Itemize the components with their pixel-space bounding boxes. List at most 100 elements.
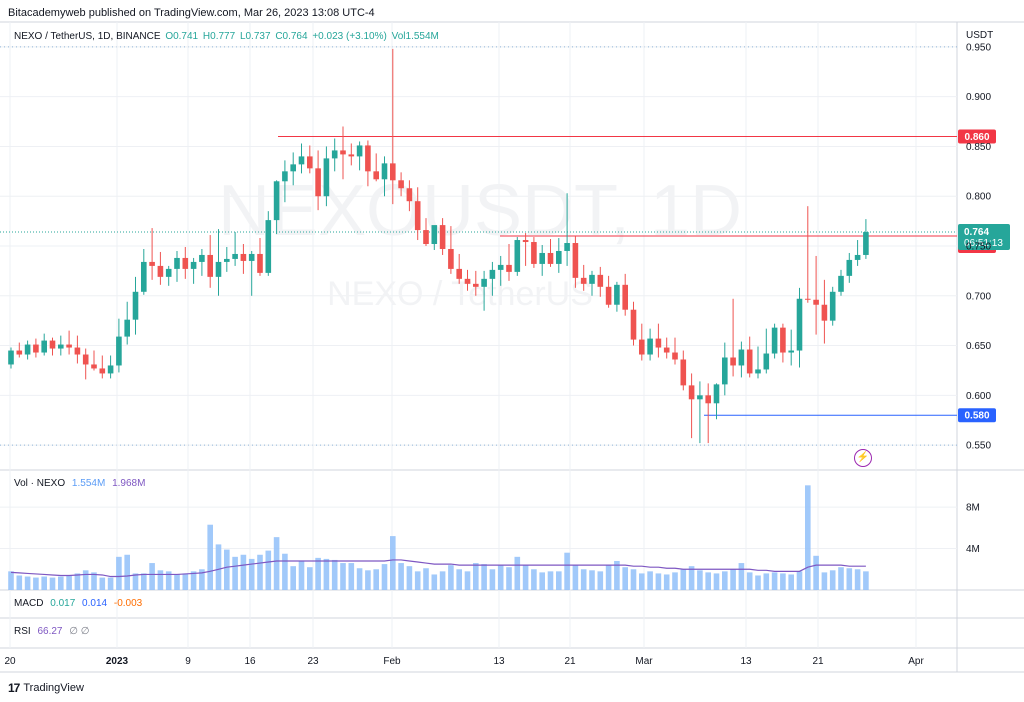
candle-body[interactable] xyxy=(381,163,388,180)
candle-body[interactable] xyxy=(58,344,64,349)
candle-body[interactable] xyxy=(199,254,205,262)
candle-body[interactable] xyxy=(41,340,47,353)
candle-body[interactable] xyxy=(215,261,222,277)
candle-body[interactable] xyxy=(464,278,471,284)
candle-body[interactable] xyxy=(680,359,687,386)
candle-body[interactable] xyxy=(448,248,454,269)
candle-body[interactable] xyxy=(497,264,504,270)
lightning-icon[interactable]: ⚡ xyxy=(854,449,872,467)
candle-body[interactable] xyxy=(49,340,56,349)
macd-title[interactable]: MACD xyxy=(14,598,44,609)
candle-body[interactable] xyxy=(514,240,521,272)
candle-body[interactable] xyxy=(132,291,139,320)
candle-body[interactable] xyxy=(771,327,778,354)
candle-body[interactable] xyxy=(688,385,695,400)
candle-body[interactable] xyxy=(82,354,89,365)
candle-body[interactable] xyxy=(531,242,537,264)
candle-body[interactable] xyxy=(257,253,263,273)
candle-body[interactable] xyxy=(456,268,462,279)
candle-body[interactable] xyxy=(838,275,844,292)
candle-body[interactable] xyxy=(273,181,280,221)
candle-body[interactable] xyxy=(846,259,853,276)
candle-body[interactable] xyxy=(373,171,379,180)
candle-body[interactable] xyxy=(248,253,255,261)
candle-body[interactable] xyxy=(348,154,355,157)
candle-body[interactable] xyxy=(439,225,446,249)
volume-title[interactable]: Vol · NEXO xyxy=(14,478,66,489)
candle-body[interactable] xyxy=(91,364,97,369)
candle-body[interactable] xyxy=(506,264,512,272)
candle-body[interactable] xyxy=(556,250,562,264)
candle-body[interactable] xyxy=(315,168,321,197)
candle-body[interactable] xyxy=(730,357,736,366)
candle-body[interactable] xyxy=(672,352,678,360)
candle-body[interactable] xyxy=(107,365,114,374)
candle-body[interactable] xyxy=(99,368,106,374)
candle-body[interactable] xyxy=(663,347,670,353)
candles[interactable] xyxy=(8,48,869,444)
candle-body[interactable] xyxy=(780,327,786,353)
candle-body[interactable] xyxy=(539,252,545,264)
candle-body[interactable] xyxy=(282,171,288,182)
candle-body[interactable] xyxy=(24,344,31,355)
candle-body[interactable] xyxy=(622,284,628,310)
candle-body[interactable] xyxy=(149,261,155,266)
candle-body[interactable] xyxy=(630,309,637,340)
candle-body[interactable] xyxy=(398,180,404,189)
candle-body[interactable] xyxy=(16,350,23,355)
time-axis[interactable]: 20 2023 9 16 23 Feb 13 21 Mar 13 21 Apr xyxy=(4,656,924,667)
candle-body[interactable] xyxy=(722,357,728,385)
candle-body[interactable] xyxy=(174,257,180,269)
candle-body[interactable] xyxy=(8,350,14,365)
candle-body[interactable] xyxy=(763,353,770,370)
candle-body[interactable] xyxy=(829,291,836,321)
candle-body[interactable] xyxy=(298,156,305,165)
candle-body[interactable] xyxy=(340,150,346,155)
candle-body[interactable] xyxy=(854,254,861,260)
candle-body[interactable] xyxy=(290,164,296,172)
candle-body[interactable] xyxy=(165,268,172,277)
candle-body[interactable] xyxy=(141,261,147,292)
candle-body[interactable] xyxy=(746,349,753,374)
candle-body[interactable] xyxy=(224,258,230,262)
candle-body[interactable] xyxy=(190,261,197,269)
candle-body[interactable] xyxy=(390,163,396,181)
candle-body[interactable] xyxy=(580,277,587,284)
candle-body[interactable] xyxy=(481,278,487,287)
candle-body[interactable] xyxy=(522,240,529,243)
symbol-name[interactable]: NEXO / TetherUS, 1D, BINANCE xyxy=(14,31,161,42)
candle-body[interactable] xyxy=(589,274,595,284)
candle-body[interactable] xyxy=(489,269,496,279)
candle-body[interactable] xyxy=(697,395,703,400)
rsi-title[interactable]: RSI xyxy=(14,626,31,637)
price-axis[interactable]: 0.950 0.900 0.850 0.800 0.750 0.700 0.650 0.600… xyxy=(966,42,991,555)
candle-body[interactable] xyxy=(647,338,653,355)
candle-body[interactable] xyxy=(406,188,413,202)
candle-body[interactable] xyxy=(33,344,39,353)
candle-body[interactable] xyxy=(331,150,338,159)
candle-body[interactable] xyxy=(796,298,803,351)
candle-body[interactable] xyxy=(805,298,811,300)
candle-body[interactable] xyxy=(307,156,313,169)
candle-body[interactable] xyxy=(207,254,213,277)
candle-body[interactable] xyxy=(863,232,869,255)
candle-body[interactable] xyxy=(547,252,554,264)
candle-body[interactable] xyxy=(356,145,363,157)
candle-body[interactable] xyxy=(232,253,238,259)
candle-body[interactable] xyxy=(788,350,794,353)
candle-body[interactable] xyxy=(323,158,330,197)
candle-body[interactable] xyxy=(431,225,438,245)
candle-body[interactable] xyxy=(755,369,761,374)
tradingview-logo[interactable]: 17 TradingView xyxy=(8,681,84,695)
candle-body[interactable] xyxy=(713,384,720,404)
candle-body[interactable] xyxy=(655,338,662,348)
candle-body[interactable] xyxy=(813,299,819,305)
candle-body[interactable] xyxy=(705,395,711,404)
candle-body[interactable] xyxy=(738,349,745,366)
candle-body[interactable] xyxy=(605,286,612,305)
candle-body[interactable] xyxy=(240,253,247,261)
candle-body[interactable] xyxy=(423,230,429,245)
candle-body[interactable] xyxy=(66,344,72,348)
candle-body[interactable] xyxy=(182,257,189,269)
